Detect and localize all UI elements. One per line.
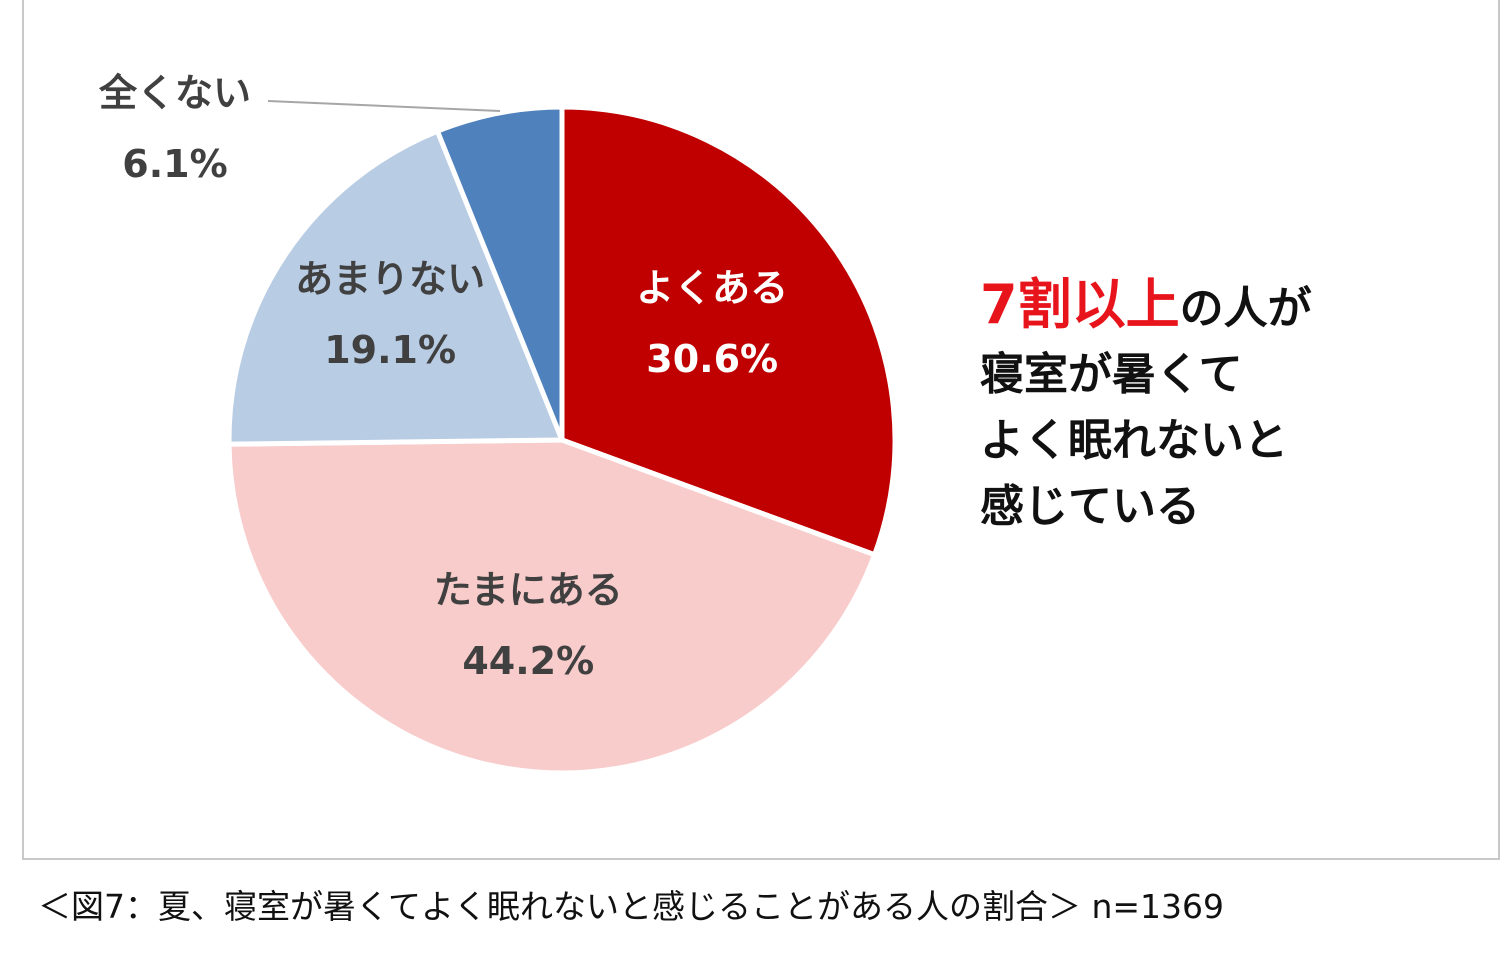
- leader-line-3: [267, 100, 501, 112]
- callout-line-1-rest: の人が: [1179, 283, 1312, 334]
- callout-line-2: 寝室が暑くて: [980, 349, 1243, 400]
- chart-frame: [22, 0, 1500, 860]
- callout-text: 7割以上の人が 寝室が暑くて よく眠れないと 感じている: [980, 272, 1312, 540]
- slice-label-3: 全くない: [98, 71, 252, 115]
- slice-value-0: 30.6%: [646, 337, 779, 382]
- slice-label-0: よくある: [636, 266, 789, 311]
- slice-label-1: たまにある: [433, 567, 623, 612]
- callout-line-1: 7割以上の人が: [980, 272, 1312, 342]
- slice-value-1: 44.2%: [462, 638, 595, 683]
- callout-line-3: よく眠れないと: [980, 415, 1288, 466]
- figure-caption: ＜図7：夏、寝室が暑くてよく眠れないと感じることがある人の割合＞ n=1369: [38, 887, 1225, 926]
- callout-highlight: 7割以上: [980, 273, 1180, 336]
- pie-slice-1: [226, 437, 878, 776]
- callout-line-4: 感じている: [980, 481, 1200, 532]
- slice-label-2: あまりない: [295, 256, 486, 301]
- pie-slice-2: [226, 127, 566, 447]
- slice-value-3: 6.1%: [122, 142, 228, 186]
- pie-slice-0: [559, 104, 898, 558]
- slice-value-2: 19.1%: [324, 327, 457, 372]
- pie-slice-3: [434, 104, 565, 441]
